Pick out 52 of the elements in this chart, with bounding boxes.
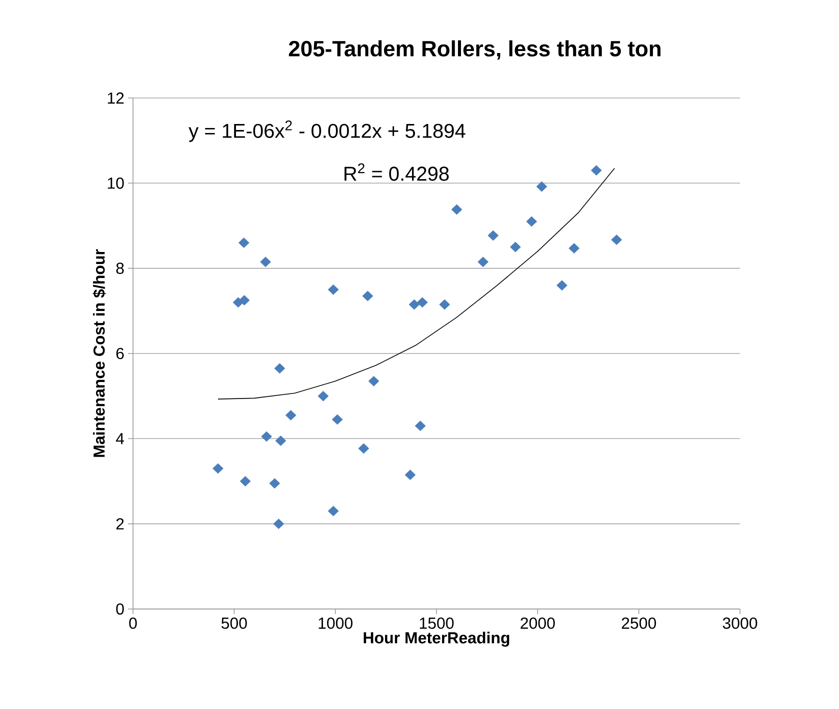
x-tick-label: 1500 [420, 618, 454, 629]
x-tick-label: 2000 [520, 618, 555, 629]
x-tick-label: 0 [129, 618, 137, 629]
point [318, 390, 329, 402]
x-tick-label: 2500 [622, 618, 656, 629]
x-tick-label: 3000 [722, 618, 758, 629]
point [275, 436, 286, 446]
point [260, 256, 271, 268]
point [416, 297, 428, 308]
point [536, 181, 548, 192]
point [273, 518, 284, 530]
y-axis-title: Maintenance Cost in $/hour [92, 249, 106, 457]
point [488, 230, 499, 241]
point [611, 234, 622, 245]
x-axis-title: Hour MeterReading [364, 632, 510, 647]
point [285, 410, 296, 420]
point [212, 463, 224, 474]
point [238, 238, 250, 248]
y-tick-label: 12 [108, 92, 124, 104]
point [269, 478, 280, 489]
point [526, 216, 538, 227]
y-tick-label: 6 [116, 348, 124, 360]
point [368, 376, 380, 386]
y-tick-label: 4 [116, 433, 124, 444]
x-tick-label: 500 [221, 618, 247, 629]
point [261, 431, 272, 442]
y-tick-label: 0 [116, 603, 124, 615]
point [274, 363, 286, 374]
point [478, 256, 488, 268]
y-tick-label: 10 [108, 178, 124, 189]
point [362, 290, 374, 302]
point [414, 420, 426, 432]
annotation: y = 1E-06x$^{2}$ - 0.0012x + 5.1894 [188, 120, 466, 142]
point [510, 242, 521, 252]
y-tick-label: 8 [116, 262, 124, 274]
y-tick-label: 2 [116, 518, 124, 530]
point [238, 295, 250, 306]
point [240, 476, 251, 486]
annotation: R$^{2}$ = 0.4298 [344, 163, 449, 181]
point [358, 443, 370, 454]
point [404, 470, 416, 480]
point [590, 165, 602, 176]
point [439, 299, 450, 310]
point [328, 506, 339, 516]
point [408, 299, 420, 310]
point [451, 204, 462, 215]
point [332, 414, 343, 425]
chart-title: 205-Tandem Rollers, less than 5 ton [288, 40, 660, 60]
point [328, 284, 339, 295]
point [568, 243, 580, 254]
x-tick-label: 1000 [318, 618, 352, 629]
point [556, 280, 568, 291]
